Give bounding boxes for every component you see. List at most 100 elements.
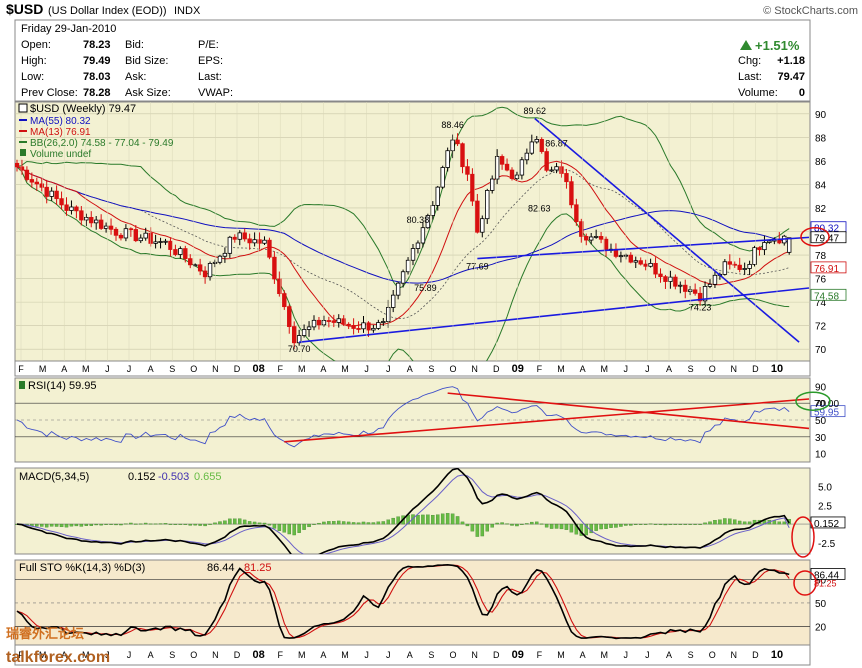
- candle-body: [89, 216, 94, 224]
- price-annotation: 88.46: [441, 120, 464, 130]
- candle-body: [450, 139, 455, 152]
- macd-line: [16, 468, 790, 554]
- price-annotation: 80.38: [407, 215, 430, 225]
- x-axis-label: A: [61, 364, 67, 374]
- macd-hist-bar: [708, 521, 712, 525]
- x-axis-label-bottom: 08: [252, 649, 264, 661]
- sto-k: 86.44: [207, 562, 235, 574]
- sto-clip: [16, 563, 790, 640]
- candle-body: [603, 238, 609, 251]
- x-axis-label: J: [105, 364, 110, 374]
- macd-hist-bar: [188, 523, 192, 526]
- candle-body: [143, 232, 148, 239]
- candle-body: [381, 321, 386, 323]
- price-tick-label: 82: [815, 204, 827, 215]
- candle-body: [331, 320, 336, 323]
- candle-body: [188, 258, 193, 266]
- macd-hist-bar: [530, 521, 534, 525]
- candle-body: [262, 239, 267, 244]
- macd-last: 0.152: [814, 519, 839, 530]
- macd-hist-bar: [203, 523, 207, 527]
- x-axis-label: J: [364, 364, 369, 374]
- candle-body: [707, 283, 713, 287]
- x-axis-label: J: [127, 364, 132, 374]
- candle-body: [371, 327, 376, 331]
- x-axis-label-bottom: A: [320, 650, 326, 660]
- candle-body: [475, 200, 480, 233]
- macd-hist-bar: [510, 523, 514, 526]
- macd-signal: -0.503: [158, 471, 189, 483]
- macd-hist-bar: [515, 523, 519, 527]
- macd-hist-bar: [252, 521, 257, 525]
- candle-body: [321, 320, 327, 326]
- candle-body: [217, 255, 223, 263]
- candle-body: [34, 181, 39, 185]
- candle-body: [390, 294, 396, 308]
- macd-hist-bar: [119, 523, 123, 526]
- rsi-tick-label: 90: [815, 382, 827, 393]
- x-axis-label: A: [148, 364, 154, 374]
- macd-hist-bar: [445, 513, 450, 525]
- x-axis-label-bottom: J: [105, 650, 110, 660]
- macd-hist-bar: [698, 523, 702, 525]
- candle-body: [544, 151, 549, 171]
- exchange: INDX: [174, 5, 201, 17]
- macd-hist-bar: [99, 523, 103, 526]
- last-label: Last:: [198, 71, 222, 83]
- candle-body: [549, 169, 554, 172]
- candle-body: [39, 183, 44, 188]
- x-axis-label-bottom: J: [127, 650, 132, 660]
- candle-body: [470, 173, 475, 202]
- candle-body: [673, 276, 678, 287]
- macd-hist-bar: [544, 523, 549, 528]
- macd-hist-bar: [371, 522, 376, 525]
- candle-body: [737, 264, 742, 270]
- macd-hist-bar: [376, 521, 381, 525]
- macd-hist-bar: [292, 523, 296, 536]
- macd-hist-bar: [74, 523, 79, 527]
- rsi-tick-label: 70: [815, 399, 827, 410]
- candle-body: [247, 238, 252, 244]
- candle-body: [559, 166, 564, 174]
- up-arrow-icon: [740, 40, 752, 50]
- chg-label: Chg:: [738, 55, 761, 67]
- macd-hist-bar: [138, 523, 143, 525]
- macd-hist-bar: [609, 523, 613, 528]
- macd-hist-bar: [495, 522, 499, 525]
- rsi-line: [16, 386, 790, 448]
- sto-d: 81.25: [244, 562, 272, 574]
- candle-body: [787, 237, 792, 253]
- candle-body: [777, 239, 782, 244]
- candle-body: [306, 326, 312, 330]
- macd-hist-bar: [470, 523, 475, 532]
- macd-hist-bar: [638, 523, 643, 525]
- x-axis-label: F: [277, 364, 283, 374]
- bid-size-label: Bid Size:: [125, 55, 168, 67]
- candle-body: [509, 169, 515, 179]
- candle-body: [192, 264, 198, 267]
- candle-body: [460, 143, 465, 168]
- macd-hist-bar: [703, 522, 707, 525]
- rsi-clip: [16, 386, 810, 448]
- candle-body: [15, 162, 20, 168]
- candle-body: [94, 219, 99, 224]
- macd-hist-bar: [634, 523, 638, 525]
- macd-hist-bar: [648, 523, 653, 525]
- candle-body: [356, 328, 361, 330]
- x-axis-label: A: [407, 364, 413, 374]
- x-axis-label-bottom: A: [666, 650, 672, 660]
- candle-body: [589, 236, 594, 241]
- macd-tick-label: 2.5: [818, 501, 832, 512]
- candle-body: [197, 264, 203, 272]
- x-axis-label: N: [731, 364, 738, 374]
- macd-hist-bar: [193, 523, 197, 526]
- macd-hist-bar: [688, 523, 692, 525]
- x-axis-label-bottom: J: [364, 650, 369, 660]
- candle-body: [103, 225, 109, 229]
- candle-body: [173, 249, 178, 255]
- candle-body: [564, 173, 569, 183]
- macd-title: MACD(5,34,5): [19, 471, 89, 483]
- candle-body: [272, 256, 277, 280]
- candle-body: [405, 259, 411, 273]
- candle-body: [767, 240, 772, 243]
